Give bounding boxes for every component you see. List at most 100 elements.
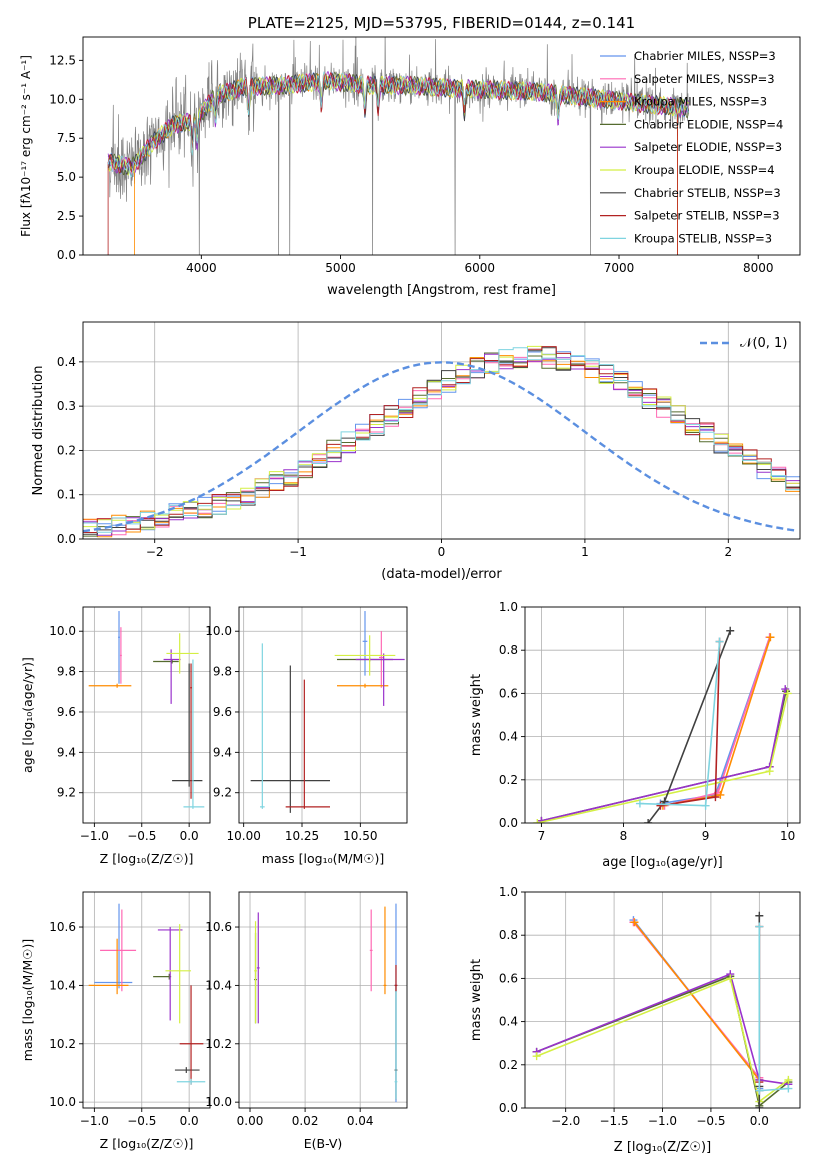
x-tick-label: −1.0 (648, 1114, 677, 1128)
x-tick-label: −2 (146, 545, 164, 559)
x-tick-label: 7000 (604, 261, 635, 275)
histogram-step (83, 346, 800, 533)
y-tick-label: 9.8 (57, 665, 76, 679)
y-tick-label: 9.4 (213, 745, 232, 759)
mass-vs-ebv-chart: 0.00 0.02 0.04 10.0 10.2 10.4 10.6 E(B-V) (205, 891, 408, 1151)
weight-marker (701, 801, 710, 810)
weight-marker (755, 911, 764, 920)
x-tick-label: 0.0 (180, 829, 199, 843)
y-tick-label: 0.0 (57, 248, 76, 262)
y-tick-label: 10.0 (49, 92, 76, 106)
y-tick-label: 0.0 (499, 816, 518, 830)
histogram-step (83, 355, 800, 538)
histogram-area (83, 345, 800, 538)
y-tick-label: 0.4 (57, 355, 76, 369)
legend-entry: Salpeter MILES, NSSP=3 (634, 72, 775, 86)
histogram-step (83, 347, 800, 535)
axes-frame (82, 606, 211, 824)
axes-frame (524, 606, 801, 824)
y-tick-label: 0.4 (499, 1015, 518, 1029)
weight-marker (765, 767, 774, 776)
y-tick-label: 1.0 (499, 885, 518, 899)
x-tick-label: 10.50 (343, 829, 377, 843)
legend-entry: Chabrier STELIB, NSSP=3 (634, 186, 781, 200)
histogram-step (83, 345, 800, 530)
errorbar-area (88, 611, 205, 809)
x-tick-label: 10.00 (226, 829, 260, 843)
y-tick-label: 0.4 (499, 730, 518, 744)
x-tick-label: 0.00 (237, 1114, 264, 1128)
y-axis-label: mass weight (469, 959, 484, 1041)
axes-frame (238, 606, 408, 824)
y-tick-label: 10.2 (205, 1037, 232, 1051)
x-tick-label: −0.5 (127, 829, 156, 843)
y-axis-label: Normed distribution (31, 366, 46, 496)
y-tick-label: 10.0 (49, 624, 76, 638)
y-tick-label: 2.5 (57, 209, 76, 223)
weight-marker (784, 1075, 793, 1084)
y-tick-label: 0.2 (499, 1058, 518, 1072)
y-tick-label: 0.1 (57, 488, 76, 502)
y-tick-label: 0.2 (57, 443, 76, 457)
x-tick-label: 0.04 (347, 1114, 374, 1128)
axes-frame (82, 36, 801, 256)
weight-line (758, 926, 789, 1092)
spectrum-plot-area (107, 37, 689, 255)
x-tick-label: 7 (538, 829, 546, 843)
weight-marker (630, 918, 639, 927)
weight-line (536, 977, 789, 1103)
y-tick-label: 10.0 (205, 624, 232, 638)
y-tick-label: 10.4 (205, 978, 232, 992)
y-tick-label: 10.6 (205, 920, 232, 934)
legend-entry: Kroupa STELIB, NSSP=3 (634, 231, 772, 245)
x-tick-label: 2 (724, 545, 732, 559)
x-tick-label: 10.25 (285, 829, 319, 843)
legend-entry: Salpeter ELODIE, NSSP=3 (634, 140, 782, 154)
x-tick-label: 5000 (325, 261, 356, 275)
weight-line (660, 636, 771, 805)
weight-marker (766, 633, 775, 642)
weight-marker (755, 922, 764, 931)
x-axis-label: wavelength [Angstrom, rest frame] (327, 283, 556, 298)
mass-vs-Z-chart: −1.0 −0.5 0.0 10.0 10.2 10.4 10.6 Z [log₁₀(Z/Z☉… (20, 891, 211, 1151)
x-tick-label: −0.5 (696, 1114, 725, 1128)
x-tick-label: 0.0 (180, 1114, 199, 1128)
errorbar-area (88, 903, 206, 1085)
y-tick-label: 7.5 (57, 131, 76, 145)
y-tick-label: 9.4 (57, 745, 76, 759)
weight-marker (656, 801, 665, 810)
y-tick-label: 9.8 (213, 665, 232, 679)
model-spectrum-line (107, 70, 689, 174)
weight-marker (755, 1104, 764, 1108)
weight-marker (726, 626, 735, 635)
y-tick-label: 12.5 (49, 53, 76, 67)
y-tick-label: 0.0 (57, 532, 76, 546)
weight-marker (715, 637, 724, 646)
x-axis-label: Z [log₁₀(Z/Z☉)] (100, 1136, 194, 1151)
weight-lines-area (532, 911, 793, 1108)
x-tick-label: 8 (620, 829, 628, 843)
weight-vs-Z-chart: −2.0 −1.5 −1.0 −0.5 0.0 0.0 0.2 0.4 0.6 0.8 1.0 Z [… (469, 885, 801, 1155)
y-tick-label: 10.4 (49, 978, 76, 992)
y-tick-label: 0.0 (499, 1101, 518, 1115)
legend-entry: 𝒩(0, 1) (740, 336, 787, 351)
y-tick-label: 0.8 (499, 928, 518, 942)
legend-entry: Kroupa ELODIE, NSSP=4 (634, 163, 775, 177)
y-tick-label: 0.2 (499, 773, 518, 787)
x-tick-label: −0.5 (127, 1114, 156, 1128)
y-tick-label: 10.6 (49, 920, 76, 934)
x-tick-label: −1.5 (600, 1114, 629, 1128)
y-tick-label: 10.0 (49, 1095, 76, 1109)
y-tick-label: 0.8 (499, 643, 518, 657)
x-tick-label: 0.0 (750, 1114, 769, 1128)
weight-lines-area (533, 626, 792, 823)
y-axis-label: Flux [fλ10⁻¹⁷ erg cm⁻² s⁻¹ A⁻¹] (19, 55, 33, 237)
y-axis-label: mass weight (469, 674, 484, 756)
y-tick-label: 0.6 (499, 971, 518, 985)
x-tick-label: 10 (780, 829, 795, 843)
weight-marker (635, 799, 644, 808)
legend-entry: Chabrier MILES, NSSP=3 (634, 49, 776, 63)
weight-marker (533, 819, 542, 823)
weight-marker (784, 1084, 793, 1093)
